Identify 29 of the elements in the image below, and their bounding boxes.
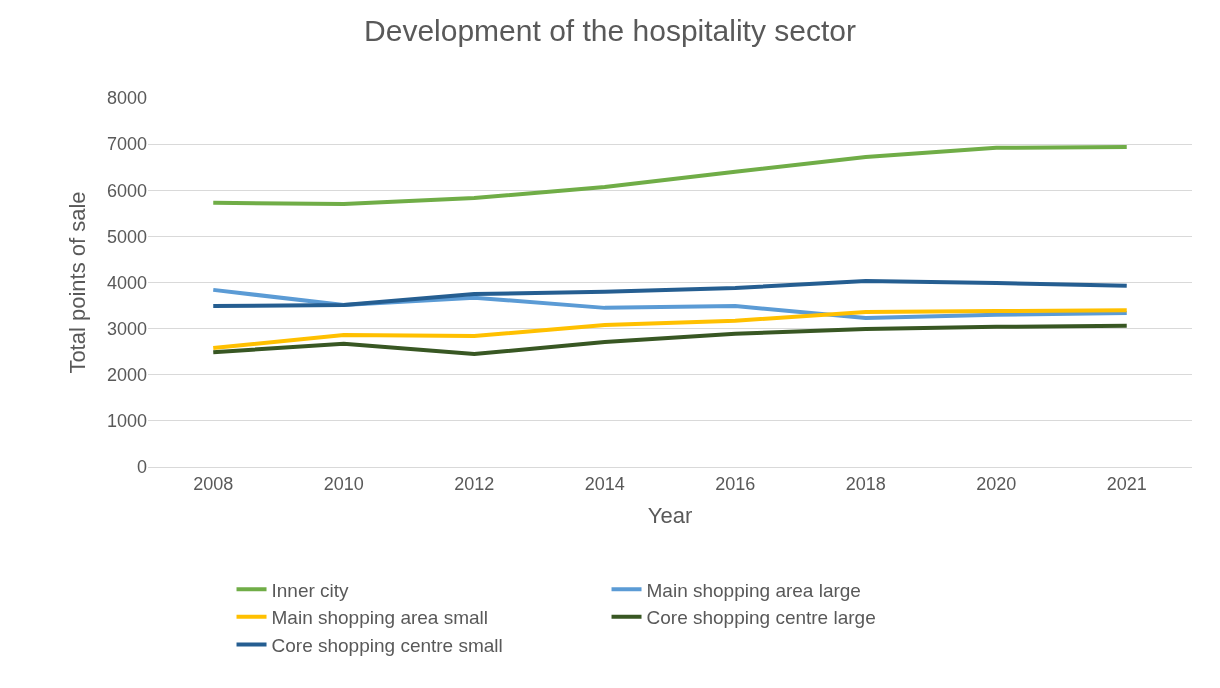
chart-title: Development of the hospitality sector: [364, 14, 856, 48]
y-tick-label: 4000: [106, 272, 147, 293]
x-tick-label: 2021: [1106, 473, 1147, 494]
line-series: [211, 279, 1129, 309]
y-tick-label: 1000: [106, 411, 147, 432]
line-series: [211, 308, 1129, 350]
x-tick-label: 2014: [584, 473, 625, 494]
y-tick-label: 7000: [106, 134, 147, 155]
x-axis-title: Year: [647, 503, 693, 529]
legend-label: Core shopping centre large: [646, 607, 876, 629]
legend-label: Core shopping centre small: [271, 634, 503, 656]
legend-label: Main shopping area small: [271, 607, 489, 629]
y-tick-label: 3000: [106, 318, 147, 339]
x-tick-label: 2010: [323, 473, 364, 494]
x-tick-label: 2016: [715, 473, 756, 494]
line-series: [211, 323, 1129, 356]
y-tick-label: 5000: [106, 226, 147, 247]
x-tick-label: 2008: [193, 473, 234, 494]
y-axis-title: Total points of sale: [64, 191, 90, 374]
legend-label: Main shopping area large: [646, 579, 861, 601]
y-tick-label: 8000: [106, 88, 147, 109]
y-tick-label: 0: [136, 457, 147, 478]
y-tick-label: 2000: [106, 365, 147, 386]
x-tick-label: 2018: [845, 473, 886, 494]
legend-label: Inner city: [271, 579, 350, 601]
x-tick-label: 2020: [976, 473, 1017, 494]
y-tick-label: 6000: [106, 180, 147, 201]
x-tick-label: 2012: [454, 473, 495, 494]
line-series: [211, 144, 1129, 207]
